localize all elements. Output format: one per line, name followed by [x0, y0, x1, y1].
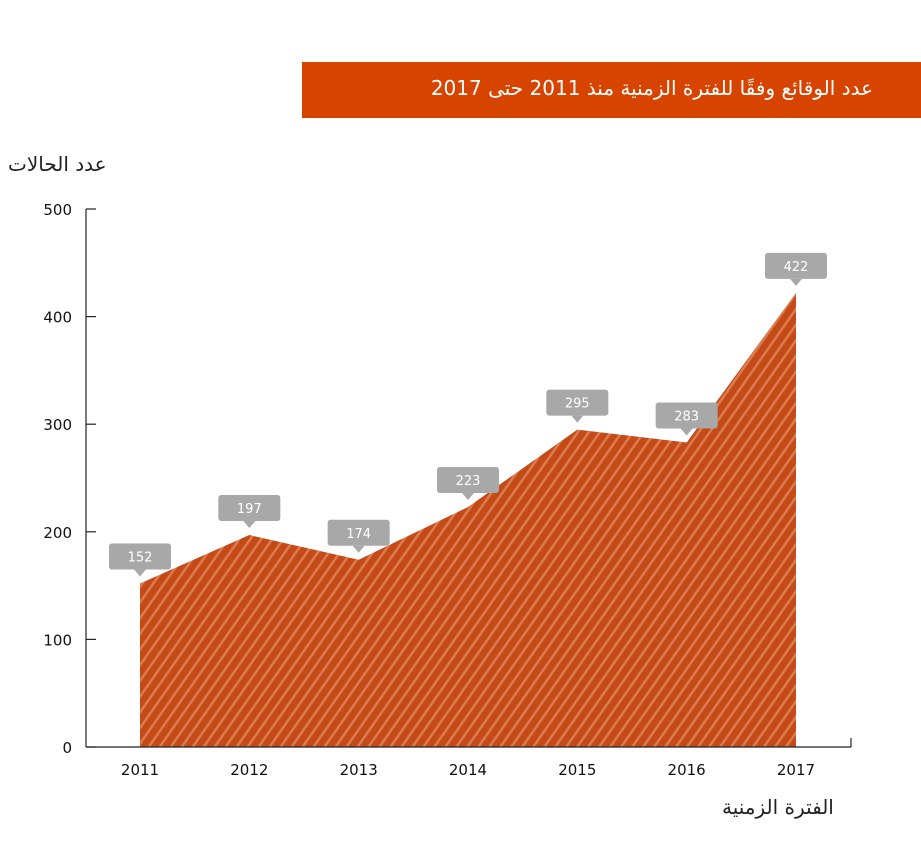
x-tick-label: 2017 — [777, 761, 815, 779]
data-label-text: 223 — [456, 474, 481, 489]
data-label-pointer — [789, 278, 802, 286]
data-label: 174 — [327, 519, 390, 553]
x-tick-label: 2015 — [558, 761, 596, 779]
data-label-pointer — [134, 569, 146, 577]
data-label-pointer — [571, 415, 584, 423]
x-tick-label: 2013 — [340, 761, 378, 779]
data-label-box — [327, 519, 390, 546]
data-label-box — [655, 402, 718, 429]
y-tick-label: 0 — [62, 739, 72, 757]
data-label: 223 — [436, 467, 499, 501]
data-label-pointer — [461, 493, 474, 501]
y-tick-label: 200 — [43, 524, 72, 542]
data-label-box — [218, 495, 281, 522]
x-tick-label: 2011 — [121, 761, 159, 779]
chart-title: عدد الوقائع وفقًا للفترة الزمنية منذ 201… — [430, 76, 873, 100]
data-label: 422 — [764, 252, 827, 286]
y-tick-label: 100 — [43, 631, 72, 649]
data-label-box — [546, 389, 609, 416]
data-label-box — [764, 252, 827, 279]
title-bar: عدد الوقائع وفقًا للفترة الزمنية منذ 201… — [302, 62, 921, 118]
data-label: 283 — [655, 402, 718, 436]
y-tick-label: 500 — [43, 201, 72, 219]
data-label-text: 422 — [784, 260, 809, 275]
data-label-text: 283 — [674, 409, 699, 424]
area-series — [140, 292, 796, 747]
data-label-text: 174 — [346, 527, 371, 542]
data-label: 295 — [546, 389, 609, 423]
y-tick-label: 400 — [43, 309, 72, 327]
data-label-text: 295 — [565, 397, 590, 412]
x-tick-label: 2012 — [230, 761, 268, 779]
x-axis-label: الفترة الزمنية — [722, 795, 834, 819]
y-tick-label: 300 — [43, 416, 72, 434]
data-label-pointer — [243, 521, 256, 529]
data-label-pointer — [680, 428, 693, 436]
data-label-text: 152 — [128, 550, 153, 565]
y-axis-label: عدد الحالات — [8, 152, 107, 176]
x-tick-label: 2014 — [449, 761, 487, 779]
data-label-box — [436, 467, 499, 494]
data-label: 152 — [109, 543, 171, 577]
data-label: 197 — [218, 495, 281, 529]
data-label-pointer — [352, 545, 365, 553]
x-tick-label: 2016 — [668, 761, 706, 779]
data-label-box — [109, 543, 171, 570]
data-label-text: 197 — [237, 502, 262, 517]
